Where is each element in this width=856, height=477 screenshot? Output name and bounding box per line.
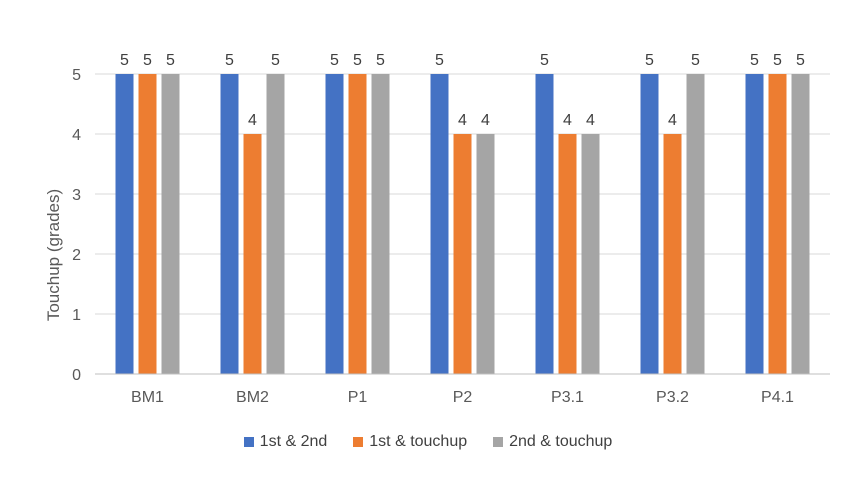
bar	[138, 74, 157, 374]
bar	[371, 74, 390, 374]
bar	[453, 134, 472, 374]
bar	[220, 74, 239, 374]
data-label: 5	[435, 52, 444, 69]
legend-label: 1st & touchup	[369, 433, 468, 450]
data-label: 4	[586, 112, 595, 129]
bar	[161, 74, 180, 374]
data-label: 4	[248, 112, 257, 129]
data-label: 5	[645, 52, 654, 69]
bar	[686, 74, 705, 374]
bar	[243, 134, 262, 374]
data-label: 5	[143, 52, 152, 69]
bar	[640, 74, 659, 374]
bar	[115, 74, 134, 374]
bar	[266, 74, 285, 374]
y-tick-label: 3	[72, 187, 81, 204]
data-label: 5	[166, 52, 175, 69]
legend-label: 2nd & touchup	[509, 433, 613, 450]
bar	[745, 74, 764, 374]
y-tick-label: 1	[72, 307, 81, 324]
data-label: 5	[796, 52, 805, 69]
bar	[558, 134, 577, 374]
legend-item: 1st & 2nd	[243, 433, 328, 451]
data-label: 4	[563, 112, 572, 129]
x-tick-label: P3.1	[551, 389, 584, 406]
bar	[791, 74, 810, 374]
x-tick-label: P2	[453, 389, 473, 406]
data-label: 5	[691, 52, 700, 69]
axes: 0 1 2 3 4 5 BM1 BM2 P1 P2 P3.1 P3.2 P4.1	[72, 67, 830, 406]
data-label: 5	[376, 52, 385, 69]
bar	[581, 134, 600, 374]
data-label: 5	[120, 52, 129, 69]
bar	[476, 134, 495, 374]
x-tick-label: P1	[348, 389, 368, 406]
bar	[535, 74, 554, 374]
data-label: 5	[750, 52, 759, 69]
legend-swatch	[353, 437, 364, 447]
legend-swatch	[243, 437, 254, 447]
data-label: 4	[481, 112, 490, 129]
data-label: 5	[773, 52, 782, 69]
data-label: 5	[225, 52, 234, 69]
legend: 1st & 2nd 1st & touchup 2nd & touchup	[0, 430, 856, 454]
data-label: 5	[271, 52, 280, 69]
bar	[430, 74, 449, 374]
y-tick-label: 5	[72, 67, 81, 84]
legend-swatch	[493, 437, 504, 447]
data-label: 5	[353, 52, 362, 69]
legend-item: 2nd & touchup	[493, 433, 612, 451]
bar	[768, 74, 787, 374]
bar	[348, 74, 367, 374]
bar	[325, 74, 344, 374]
legend-item: 1st & touchup	[353, 433, 467, 451]
y-tick-label: 0	[72, 367, 81, 384]
x-tick-label: P3.2	[656, 389, 689, 406]
data-label: 5	[540, 52, 549, 69]
bar	[663, 134, 682, 374]
y-tick-label: 2	[72, 247, 81, 264]
y-tick-label: 4	[72, 127, 81, 144]
x-tick-label: P4.1	[761, 389, 794, 406]
x-tick-label: BM2	[236, 389, 269, 406]
bars	[115, 74, 810, 374]
x-tick-label: BM1	[131, 389, 164, 406]
legend-label: 1st & 2nd	[259, 433, 328, 450]
data-label: 4	[668, 112, 677, 129]
y-axis-title: Touchup (grades)	[44, 189, 63, 321]
data-label: 4	[458, 112, 467, 129]
data-label: 5	[330, 52, 339, 69]
